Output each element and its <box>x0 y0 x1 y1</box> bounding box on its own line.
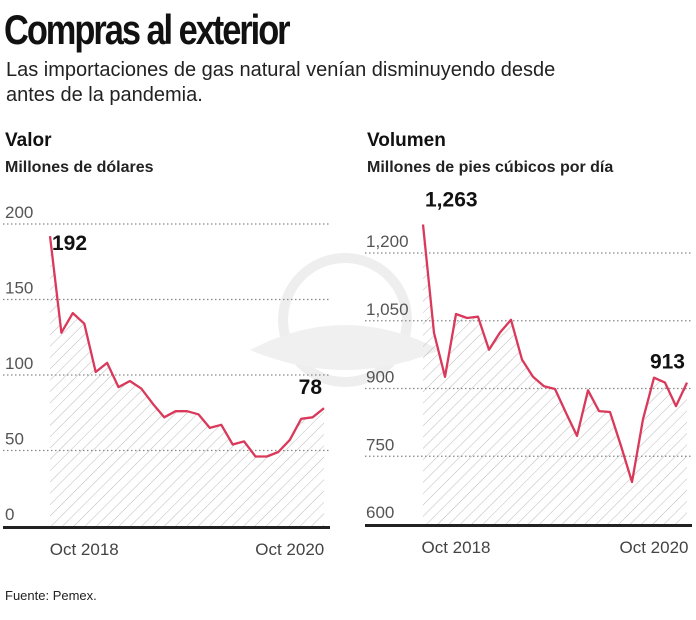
value-chart: 0 50 100 150 200 Oct 2018 Oct 2020 192 78 <box>3 203 330 559</box>
volume-x-tick-label: Oct 2018 <box>422 538 491 557</box>
volume-chart-title: Volumen <box>367 130 446 151</box>
value-annotation: 78 <box>299 376 323 399</box>
value-chart-title: Valor <box>5 130 52 151</box>
volume-chart: 600 750 900 1,050 1,200 Oct 2018 Oct 2020 1,263… <box>365 189 692 557</box>
value-annotation: 192 <box>52 232 87 255</box>
value-x-tick-label: Oct 2018 <box>50 540 119 559</box>
volume-y-tick-label: 600 <box>366 503 394 522</box>
value-y-tick-label: 0 <box>5 505 14 524</box>
volume-x-tick-label: Oct 2020 <box>620 538 689 557</box>
volume-y-tick-label: 750 <box>366 435 394 454</box>
page-title: Compras al exterior <box>4 6 291 53</box>
volume-y-tick-label: 1,200 <box>366 232 409 251</box>
value-y-tick-label: 150 <box>5 279 33 298</box>
value-x-tick-label: Oct 2020 <box>255 540 324 559</box>
volume-y-tick-label: 900 <box>366 368 394 387</box>
value-chart-unit: Millones de dólares <box>5 159 154 176</box>
volume-annotation: 1,263 <box>425 189 478 212</box>
page-subtitle: Las importaciones de gas natural venían … <box>6 59 556 106</box>
value-y-tick-label: 50 <box>5 430 24 449</box>
source-note: Fuente: Pemex. <box>5 588 97 603</box>
value-y-tick-label: 200 <box>5 203 33 222</box>
volume-annotation: 913 <box>650 351 685 374</box>
volume-y-tick-label: 1,050 <box>366 300 409 319</box>
volume-hatched-area <box>423 224 687 524</box>
watermark-emblem <box>250 253 440 387</box>
value-y-tick-label: 100 <box>5 354 33 373</box>
value-hatched-area <box>50 236 324 526</box>
volume-chart-unit: Millones de pies cúbicos por día <box>367 159 614 176</box>
